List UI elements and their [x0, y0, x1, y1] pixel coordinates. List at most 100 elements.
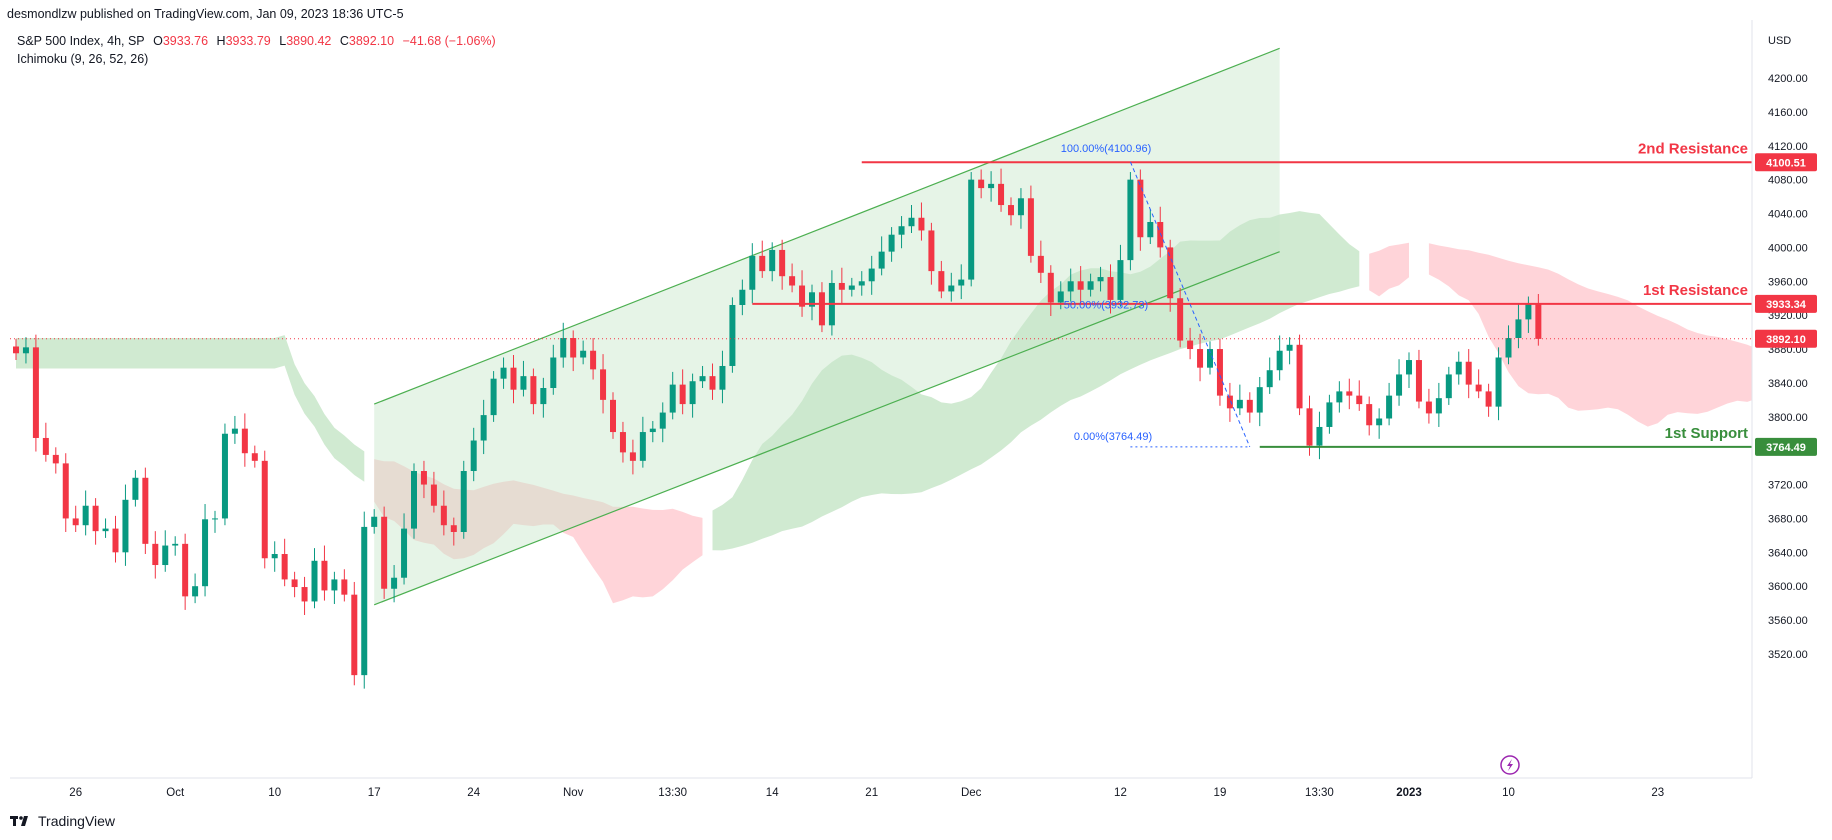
candle-body — [1485, 391, 1492, 407]
candle-body — [341, 579, 348, 595]
candle-body — [42, 437, 49, 455]
brand-label: TradingView — [38, 813, 116, 829]
publisher-note: desmondlzw published on TradingView.com,… — [7, 7, 404, 21]
candle-body — [1117, 260, 1124, 300]
low-label: L — [279, 34, 287, 48]
candle-body — [1535, 304, 1542, 339]
candle-body — [898, 226, 905, 235]
symbol-legend[interactable]: S&P 500 Index, 4h, SP O3933.76 H3933.79 … — [17, 34, 496, 48]
channel-lower-line — [373, 251, 1280, 606]
price-tick-label: 4120.00 — [1768, 141, 1808, 153]
candle-body — [172, 543, 179, 546]
candle-body — [938, 271, 945, 292]
open-label: O — [153, 34, 163, 48]
high-label: H — [216, 34, 226, 48]
candle-body — [122, 499, 129, 553]
candle-body — [769, 249, 776, 272]
channel-fill — [373, 47, 1280, 606]
candle-body — [261, 460, 268, 559]
candle-body — [1386, 395, 1393, 419]
candle-body — [13, 346, 19, 354]
candle-body — [62, 463, 69, 519]
candle-body — [132, 477, 139, 500]
fib-100-label: 100.00%(4100.96) — [1061, 143, 1152, 155]
candle-body — [1067, 281, 1074, 292]
candle-body — [1037, 255, 1044, 273]
candle-body — [1017, 198, 1024, 216]
candle-body — [848, 285, 855, 290]
price-tick-label: 3720.00 — [1768, 480, 1808, 492]
candle-body — [629, 452, 636, 461]
indicator-legend[interactable]: Ichimoku (9, 26, 52, 26) — [17, 52, 149, 66]
fib-50-label: 50.00%(3932.73) — [1064, 299, 1148, 311]
candle-body — [470, 440, 477, 472]
time-tick-label: 17 — [368, 787, 381, 799]
lightning-icon — [1507, 759, 1513, 771]
candle-body — [1296, 344, 1303, 409]
symbol-title[interactable]: S&P 500 Index, 4h, SP — [17, 34, 145, 48]
candle-body — [52, 454, 59, 464]
candle-body — [1406, 360, 1412, 375]
price-tick-label: 3920.00 — [1768, 310, 1808, 322]
candle-body — [1465, 361, 1472, 385]
candle-body — [1336, 391, 1343, 403]
time-tick-label: 12 — [1114, 787, 1127, 799]
support-1-price-tag-bg — [1755, 437, 1817, 456]
candle-body — [1505, 338, 1512, 358]
candle-body — [1216, 349, 1223, 396]
candle-body — [1455, 361, 1462, 375]
candle-body — [420, 471, 427, 485]
tradingview-logo-icon — [10, 816, 28, 826]
candle-body — [1495, 357, 1502, 407]
candle-body — [72, 518, 79, 526]
candle-body — [928, 230, 935, 272]
candle-body — [460, 471, 467, 532]
candle-body — [1286, 344, 1293, 351]
candle-body — [619, 432, 626, 453]
candle-body — [182, 543, 189, 597]
time-tick-label: 24 — [467, 787, 480, 799]
candle-body — [401, 528, 408, 578]
candle-body — [1356, 395, 1363, 405]
time-tick-label: Nov — [563, 787, 584, 799]
time-tick-label: Dec — [961, 787, 982, 799]
time-tick-label: 14 — [766, 787, 779, 799]
tradingview-logo[interactable]: TradingView — [10, 813, 115, 829]
candle-body — [1266, 370, 1273, 388]
support-1-price-tag: 3764.49 — [1766, 442, 1806, 454]
candle-body — [719, 365, 726, 390]
candle-body — [1376, 418, 1383, 426]
candle-body — [749, 255, 756, 290]
time-tick-label: Oct — [166, 787, 185, 799]
cloud-bearish — [1428, 243, 1752, 427]
candle-body — [1107, 277, 1114, 300]
candle-body — [739, 289, 746, 305]
candle-body — [202, 519, 209, 587]
candle-body — [102, 528, 109, 532]
candle-body — [958, 279, 965, 286]
candle-body — [112, 528, 119, 553]
time-tick-label: 2023 — [1396, 787, 1422, 799]
candle-body — [878, 251, 885, 269]
candle-body — [868, 268, 875, 282]
candle-body — [1326, 402, 1333, 427]
candle-body — [570, 338, 577, 358]
resistance-1-price-tag: 3933.34 — [1766, 299, 1807, 311]
candle-body — [251, 453, 258, 461]
candle-body — [490, 378, 497, 416]
candle-body — [948, 285, 955, 292]
candle-body — [212, 518, 218, 520]
candle-body — [1256, 387, 1263, 413]
candle-body — [988, 183, 995, 189]
candle-body — [450, 525, 457, 532]
close-label: C — [339, 34, 349, 48]
candle-body — [1027, 198, 1034, 256]
channel-upper-line — [373, 47, 1280, 405]
price-tick-label: 3640.00 — [1768, 547, 1808, 559]
candle-body — [391, 577, 398, 589]
price-tick-label: 4080.00 — [1768, 175, 1808, 187]
candle-body — [1077, 281, 1084, 290]
open-value: 3933.76 — [162, 34, 209, 48]
currency-label: USD — [1768, 35, 1791, 47]
